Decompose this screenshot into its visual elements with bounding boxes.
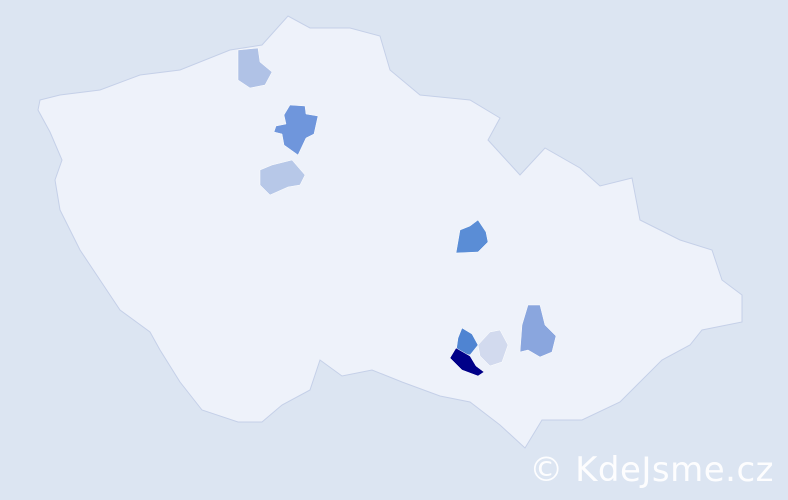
district[interactable] (477, 329, 509, 367)
district[interactable] (237, 47, 273, 89)
watermark: © KdeJsme.cz (529, 450, 774, 490)
district[interactable] (519, 304, 557, 358)
district[interactable] (455, 219, 489, 254)
district[interactable] (259, 159, 306, 196)
country-outline (37, 15, 743, 449)
district[interactable] (273, 104, 319, 156)
district[interactable] (449, 347, 485, 377)
district[interactable] (455, 327, 479, 356)
